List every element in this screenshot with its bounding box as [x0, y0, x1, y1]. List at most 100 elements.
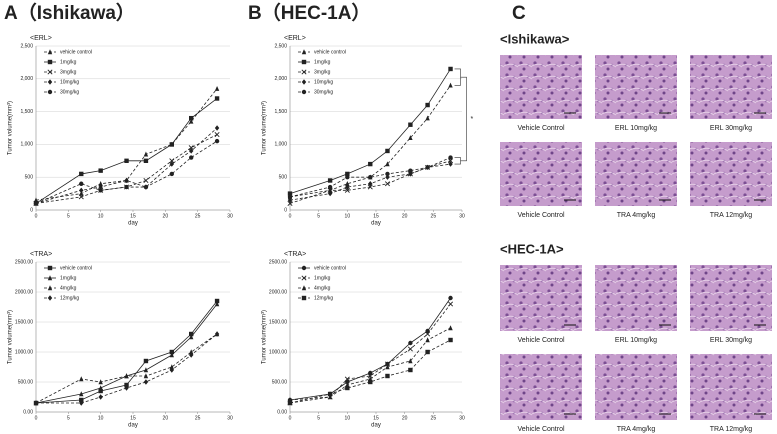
marker [367, 373, 373, 379]
x-tick-label: 30 [227, 415, 233, 421]
marker [448, 66, 453, 72]
marker [124, 184, 129, 190]
marker [189, 118, 194, 124]
marker [368, 175, 373, 180]
marker [79, 190, 84, 196]
x-tick-label: 20 [402, 213, 408, 219]
image-caption: Vehicle Control [517, 212, 565, 219]
marker [425, 102, 430, 108]
x-tick-label: 0 [289, 213, 292, 219]
marker [301, 89, 307, 95]
marker [214, 298, 220, 304]
marker [448, 82, 453, 88]
marker [169, 142, 174, 147]
marker [169, 171, 174, 177]
series-line [35, 333, 218, 404]
histology-image [500, 354, 582, 420]
marker [169, 367, 174, 373]
marker [287, 194, 293, 200]
x-tick-label: 15 [130, 415, 136, 421]
marker [301, 295, 307, 301]
marker [189, 349, 194, 355]
x-tick-label: 5 [67, 415, 70, 421]
marker [214, 138, 220, 144]
chart-subtitle: <ERL> [30, 35, 52, 42]
histology-image [690, 55, 772, 119]
series-line [35, 134, 218, 204]
series-line [289, 163, 451, 201]
y-axis-label: Tumor volume(mm³) [8, 101, 14, 155]
marker [98, 394, 103, 400]
marker [169, 158, 175, 164]
marker [79, 400, 84, 406]
y-tick-label: 1500.00 [15, 319, 33, 325]
y-tick-label: 1000.00 [269, 349, 287, 355]
marker [408, 122, 413, 127]
marker [47, 59, 53, 65]
marker [143, 184, 149, 190]
x-tick-label: 5 [67, 213, 70, 219]
series-line [36, 333, 218, 404]
marker [47, 49, 53, 55]
legend-label: 12mg/kg [314, 295, 333, 301]
marker [385, 148, 390, 154]
marker [98, 388, 103, 394]
marker [301, 59, 307, 65]
marker [214, 301, 220, 307]
histology-image [690, 354, 772, 420]
marker [344, 376, 350, 382]
y-tick-label: 0.00 [277, 409, 287, 415]
annotation: * [471, 116, 474, 123]
legend-label: 4mg/kg [60, 285, 77, 291]
marker [368, 181, 373, 187]
legend-label: 10mg/kg [314, 79, 333, 85]
y-tick-label: 500 [279, 175, 288, 181]
legend-label: 12mg/kg [60, 295, 79, 301]
marker [327, 190, 333, 197]
marker [384, 181, 390, 187]
series-line [289, 297, 451, 401]
y-tick-label: 2,500 [274, 43, 287, 49]
y-tick-label: 500.00 [18, 379, 34, 385]
marker [47, 295, 53, 301]
y-tick-label: 0 [30, 207, 33, 213]
y-tick-label: 0 [284, 207, 287, 213]
marker [345, 184, 350, 190]
group-title: <HEC-1A> [500, 241, 564, 256]
marker [47, 275, 53, 281]
x-tick-label: 0 [35, 415, 38, 421]
marker [385, 171, 390, 177]
marker [189, 334, 194, 340]
y-tick-label: 2000.00 [15, 289, 33, 295]
x-tick-label: 20 [163, 415, 169, 421]
marker [384, 361, 390, 367]
x-axis-label: day [128, 221, 138, 227]
marker [344, 187, 350, 193]
histology-image [500, 265, 582, 331]
marker [79, 187, 84, 194]
chart-subtitle: <TRA> [30, 251, 52, 258]
marker [408, 367, 413, 373]
marker [188, 145, 194, 151]
marker [327, 391, 333, 397]
y-tick-label: 500 [25, 175, 34, 181]
image-caption: ERL 30mg/kg [710, 337, 752, 344]
marker [425, 337, 430, 343]
marker [368, 161, 373, 167]
marker [425, 115, 430, 121]
legend-label: 1mg/kg [60, 59, 77, 65]
marker [214, 125, 220, 131]
marker [169, 349, 174, 355]
marker [301, 285, 307, 291]
marker [425, 165, 430, 170]
marker [47, 265, 53, 271]
x-tick-label: 15 [373, 213, 379, 219]
marker [448, 158, 454, 164]
y-tick-label: 0.00 [23, 409, 33, 415]
marker [47, 285, 53, 291]
marker [367, 184, 373, 190]
y-axis-label: Tumor volume(mm³) [262, 101, 268, 155]
y-tick-label: 500.00 [272, 379, 288, 385]
marker [385, 373, 390, 379]
